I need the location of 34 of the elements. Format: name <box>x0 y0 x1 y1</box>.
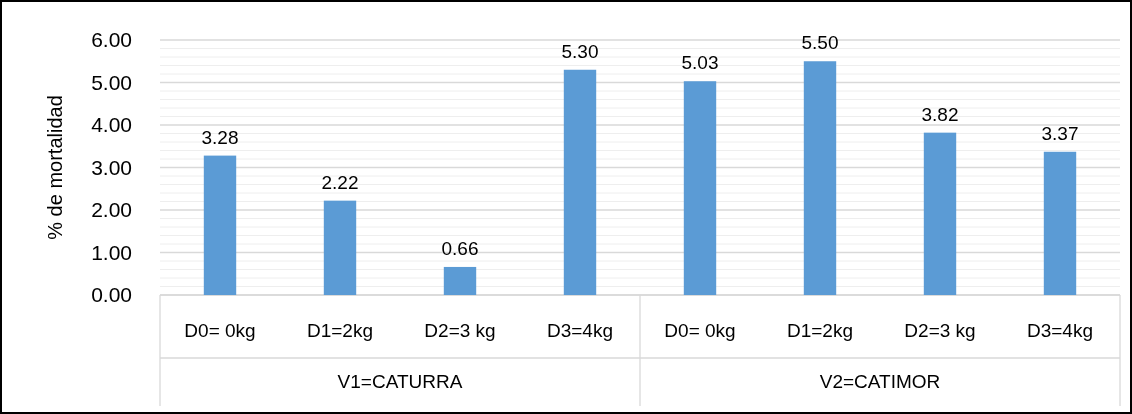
bar <box>323 200 357 295</box>
y-tick-label: 2.00 <box>91 198 132 222</box>
text: V2=CATIMOR <box>819 371 941 392</box>
data-label: 3.28 <box>201 126 239 148</box>
bar <box>563 69 597 295</box>
x-tick-label: D0= 0kg <box>184 320 256 341</box>
y-tick-label: 6.00 <box>91 28 132 52</box>
x-tick-label: D2=3 kg <box>904 320 976 341</box>
bar <box>203 155 237 295</box>
x-tick-label: D3=4kg <box>546 320 614 341</box>
bar <box>923 132 957 295</box>
text: V1=CATURRA <box>337 371 463 392</box>
y-tick-label: 1.00 <box>91 240 132 264</box>
y-tick-label: 4.00 <box>91 113 132 137</box>
x-tick-label: D1=2kg <box>306 320 374 341</box>
y-axis-title: % de mortalidad <box>44 95 66 240</box>
bar <box>683 81 717 295</box>
data-label: 3.37 <box>1041 122 1079 144</box>
data-label: 5.50 <box>801 32 839 54</box>
data-label: 5.03 <box>681 52 719 74</box>
bar <box>443 266 477 295</box>
y-tick-label: 3.00 <box>91 155 132 179</box>
data-label: 3.82 <box>921 103 959 125</box>
x-tick-label: D1=2kg <box>786 320 854 341</box>
y-tick-label: 0.00 <box>91 283 132 307</box>
x-tick-label: D2=3 kg <box>424 320 496 341</box>
data-label: 5.30 <box>561 40 599 62</box>
bar <box>1043 151 1077 295</box>
x-tick-label: D3=4kg <box>1026 320 1094 341</box>
x-tick-label: D0= 0kg <box>664 320 736 341</box>
data-label: 0.66 <box>441 237 479 259</box>
y-tick-label: 5.00 <box>91 70 132 94</box>
data-label: 2.22 <box>321 171 359 193</box>
bar <box>803 61 837 295</box>
